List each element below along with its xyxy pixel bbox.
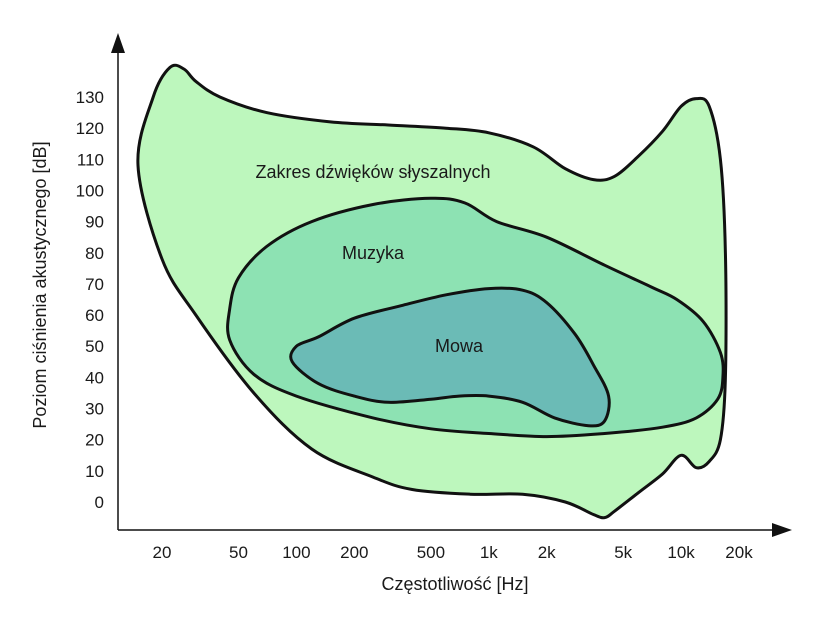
region-labels-layer: Zakres dźwięków słyszalnych Muzyka Mowa	[255, 162, 490, 356]
axes	[111, 33, 792, 537]
y-tick-label: 80	[85, 244, 104, 263]
y-tick-label: 70	[85, 275, 104, 294]
x-tick-label: 200	[340, 543, 368, 562]
y-tick-label: 10	[85, 462, 104, 481]
y-tick-label: 130	[76, 88, 104, 107]
y-axis-title: Poziom ciśnienia akustycznego [dB]	[30, 141, 50, 428]
y-tick-label: 50	[85, 337, 104, 356]
x-axis-title: Częstotliwość [Hz]	[381, 574, 528, 594]
y-tick-label: 120	[76, 119, 104, 138]
x-tick-label: 100	[282, 543, 310, 562]
x-tick-label: 2k	[538, 543, 556, 562]
y-axis-arrow	[111, 33, 125, 53]
x-tick-label: 1k	[480, 543, 498, 562]
y-tick-label: 60	[85, 306, 104, 325]
y-tick-label: 40	[85, 368, 104, 387]
x-tick-labels: 20 50 100 200 500 1k 2k 5k 10k 20k	[153, 543, 754, 562]
y-tick-label: 100	[76, 182, 104, 201]
x-axis-arrow	[772, 523, 792, 537]
region-label-mowa: Mowa	[435, 336, 484, 356]
region-label-muzyka: Muzyka	[342, 243, 405, 263]
regions-layer	[136, 63, 728, 520]
y-tick-label: 20	[85, 431, 104, 450]
y-tick-label: 30	[85, 400, 104, 419]
x-tick-label: 5k	[614, 543, 632, 562]
x-tick-label: 20k	[725, 543, 753, 562]
x-tick-label: 50	[229, 543, 248, 562]
region-mowa	[289, 286, 611, 428]
x-tick-label: 500	[417, 543, 445, 562]
x-tick-label: 10k	[667, 543, 695, 562]
y-tick-label: 110	[77, 150, 104, 169]
y-tick-labels: 0 10 20 30 40 50 60 70 80 90 100 110 120 130	[76, 88, 104, 512]
y-tick-label: 0	[95, 493, 104, 512]
x-tick-label: 20	[153, 543, 172, 562]
y-tick-label: 90	[85, 213, 104, 232]
region-label-zakres-dzwiekow-slyszalnych: Zakres dźwięków słyszalnych	[255, 162, 490, 182]
